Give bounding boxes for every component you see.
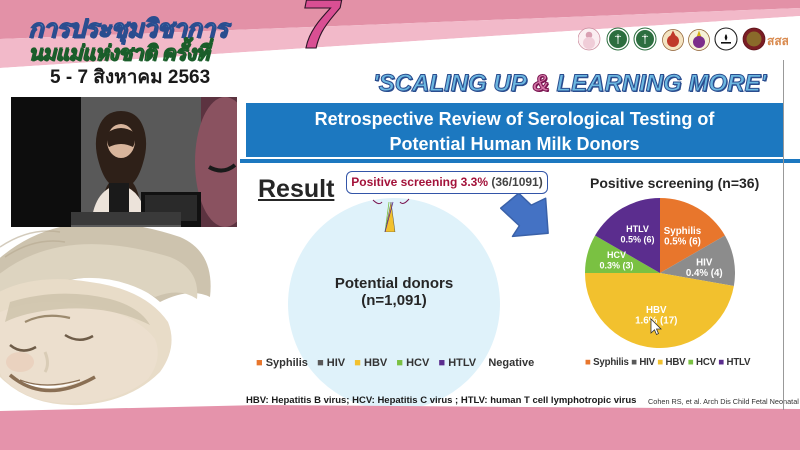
- svg-text:HBV: HBV: [646, 305, 667, 316]
- svg-text:0.4% (4): 0.4% (4): [686, 268, 723, 279]
- svg-text:0.5% (6): 0.5% (6): [664, 237, 701, 248]
- svg-text:HIV: HIV: [696, 258, 713, 269]
- svg-text:HTLV: HTLV: [626, 224, 649, 234]
- svg-text:HCV: HCV: [607, 250, 626, 260]
- svg-text:0.3% (3): 0.3% (3): [599, 261, 633, 271]
- svg-text:0.5% (6): 0.5% (6): [620, 234, 654, 244]
- svg-text:สสส: สสส: [767, 34, 788, 48]
- svg-text:Syphilis: Syphilis: [664, 226, 702, 237]
